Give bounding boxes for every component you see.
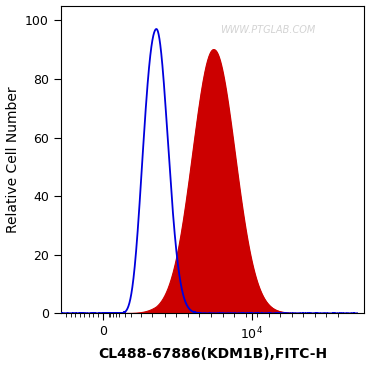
X-axis label: CL488-67886(KDM1B),FITC-H: CL488-67886(KDM1B),FITC-H (98, 348, 327, 361)
Text: WWW.PTGLAB.COM: WWW.PTGLAB.COM (220, 25, 315, 35)
Y-axis label: Relative Cell Number: Relative Cell Number (6, 86, 20, 233)
